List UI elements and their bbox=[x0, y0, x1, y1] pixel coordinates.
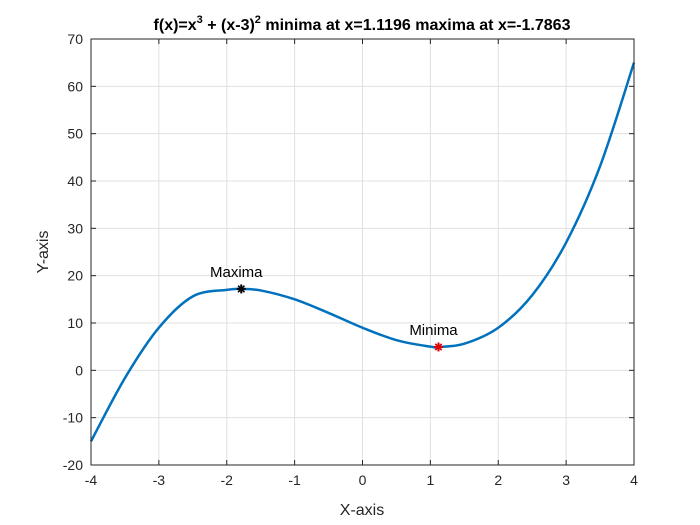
y-tick-label: -20 bbox=[63, 457, 83, 473]
maxima-annotation: Maxima bbox=[210, 264, 263, 281]
x-tick-label: 2 bbox=[494, 472, 502, 488]
extrema-markers: Maxima Minima bbox=[210, 264, 458, 352]
y-axis-label: Y-axis bbox=[35, 231, 52, 274]
x-tick-label: 3 bbox=[562, 472, 570, 488]
x-tick-label: -2 bbox=[221, 472, 234, 488]
y-tick-label: -10 bbox=[63, 410, 83, 426]
y-tick-label: 70 bbox=[67, 31, 83, 47]
y-axis-ticks: -20 -10 0 10 20 30 40 50 60 70 bbox=[63, 31, 634, 473]
x-axis-label: X-axis bbox=[340, 502, 384, 519]
y-tick-label: 10 bbox=[67, 315, 83, 331]
x-tick-label: 4 bbox=[630, 472, 638, 488]
title-exponent-1: 3 bbox=[197, 14, 203, 26]
maxima-marker bbox=[236, 284, 246, 294]
y-tick-label: 0 bbox=[75, 362, 83, 378]
y-tick-label: 40 bbox=[67, 173, 83, 189]
x-tick-label: -4 bbox=[85, 472, 98, 488]
x-tick-label: 0 bbox=[359, 472, 367, 488]
x-tick-label: -3 bbox=[153, 472, 166, 488]
maxima-marker-d2 bbox=[237, 285, 246, 293]
x-axis-ticks: -4 -3 -2 -1 0 1 2 3 4 bbox=[85, 39, 638, 488]
x-tick-label: 1 bbox=[426, 472, 434, 488]
chart-title: f(x)=x3 + (x-3)2 minima at x=1.1196 maxi… bbox=[154, 14, 571, 34]
minima-marker-d2 bbox=[434, 343, 443, 351]
y-tick-label: 30 bbox=[67, 220, 83, 236]
title-part-3: minima at x=1.1196 maxima at x=-1.7863 bbox=[261, 17, 571, 34]
minima-marker bbox=[433, 342, 443, 352]
title-part-2: + (x-3) bbox=[203, 17, 255, 34]
y-tick-label: 60 bbox=[67, 78, 83, 94]
x-tick-label: -1 bbox=[288, 472, 301, 488]
title-part-1: f(x)=x bbox=[154, 17, 197, 34]
y-tick-label: 20 bbox=[67, 268, 83, 284]
title-exponent-2: 2 bbox=[255, 14, 261, 26]
series-line-fx bbox=[89, 62, 636, 442]
y-tick-label: 50 bbox=[67, 126, 83, 142]
minima-annotation: Minima bbox=[409, 322, 458, 339]
